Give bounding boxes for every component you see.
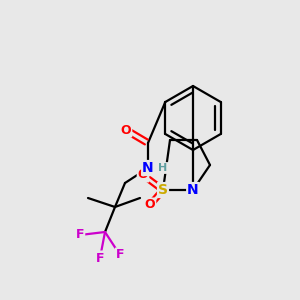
- Text: H: H: [158, 163, 168, 173]
- Text: O: O: [145, 199, 155, 212]
- Text: N: N: [142, 161, 154, 175]
- Text: F: F: [96, 251, 104, 265]
- Text: N: N: [187, 183, 199, 197]
- Text: O: O: [121, 124, 131, 136]
- Text: S: S: [158, 183, 168, 197]
- Text: F: F: [76, 229, 84, 242]
- Text: F: F: [116, 248, 124, 262]
- Text: O: O: [138, 169, 148, 182]
